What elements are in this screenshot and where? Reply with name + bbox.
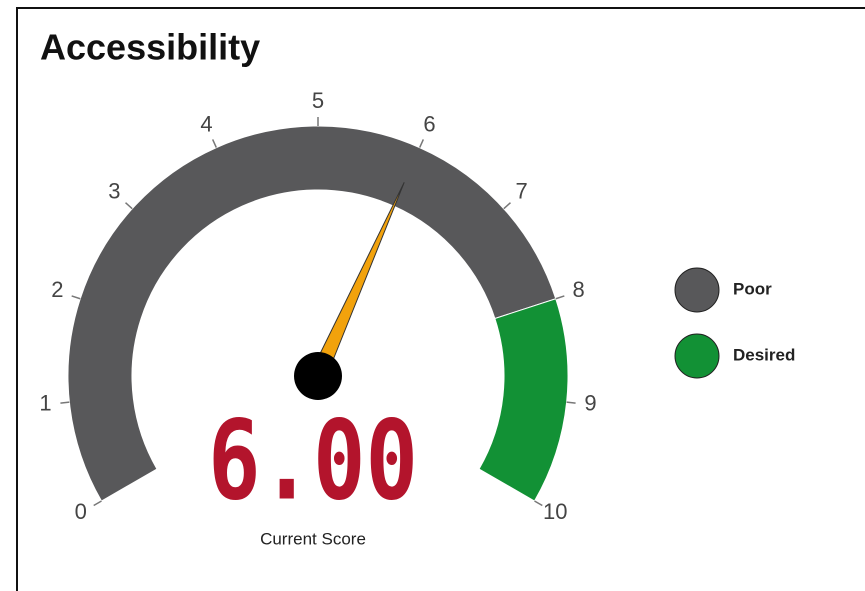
tick-mark [534,500,543,507]
tick-label: 2 [51,277,63,302]
tick-label: 9 [584,390,596,415]
gauge-band [478,298,569,502]
chart-title: Accessibility [40,27,260,68]
tick-mark [566,401,576,404]
tick-label: 8 [572,277,584,302]
tick-label: 5 [312,88,324,113]
panel [16,7,865,591]
value-caption: Current Score [260,529,366,548]
legend-label: Desired [733,345,795,364]
tick-mark [418,139,425,148]
tick-label: 1 [39,390,51,415]
tick-label: 4 [200,112,212,137]
gauge: 0 1 2 3 4 5 6 7 8 9 10 Poor Desired [39,88,795,524]
legend-label: Poor [733,279,772,298]
legend-swatch [674,267,720,313]
value-display: 6.00 [208,396,418,524]
needle-pivot [294,352,342,400]
tick-mark [125,202,133,210]
tick-label: 0 [75,499,87,524]
legend-swatch [674,333,720,379]
tick-mark [555,295,565,300]
tick-mark [60,401,70,404]
tick-mark [503,202,511,210]
tick-label: 10 [543,499,567,524]
tick-mark [211,139,218,148]
tick-label: 6 [423,112,435,137]
tick-mark [71,295,81,300]
tick-label: 3 [108,178,120,203]
gauge-band [67,125,557,502]
tick-mark [93,500,102,507]
tick-label: 7 [515,178,527,203]
